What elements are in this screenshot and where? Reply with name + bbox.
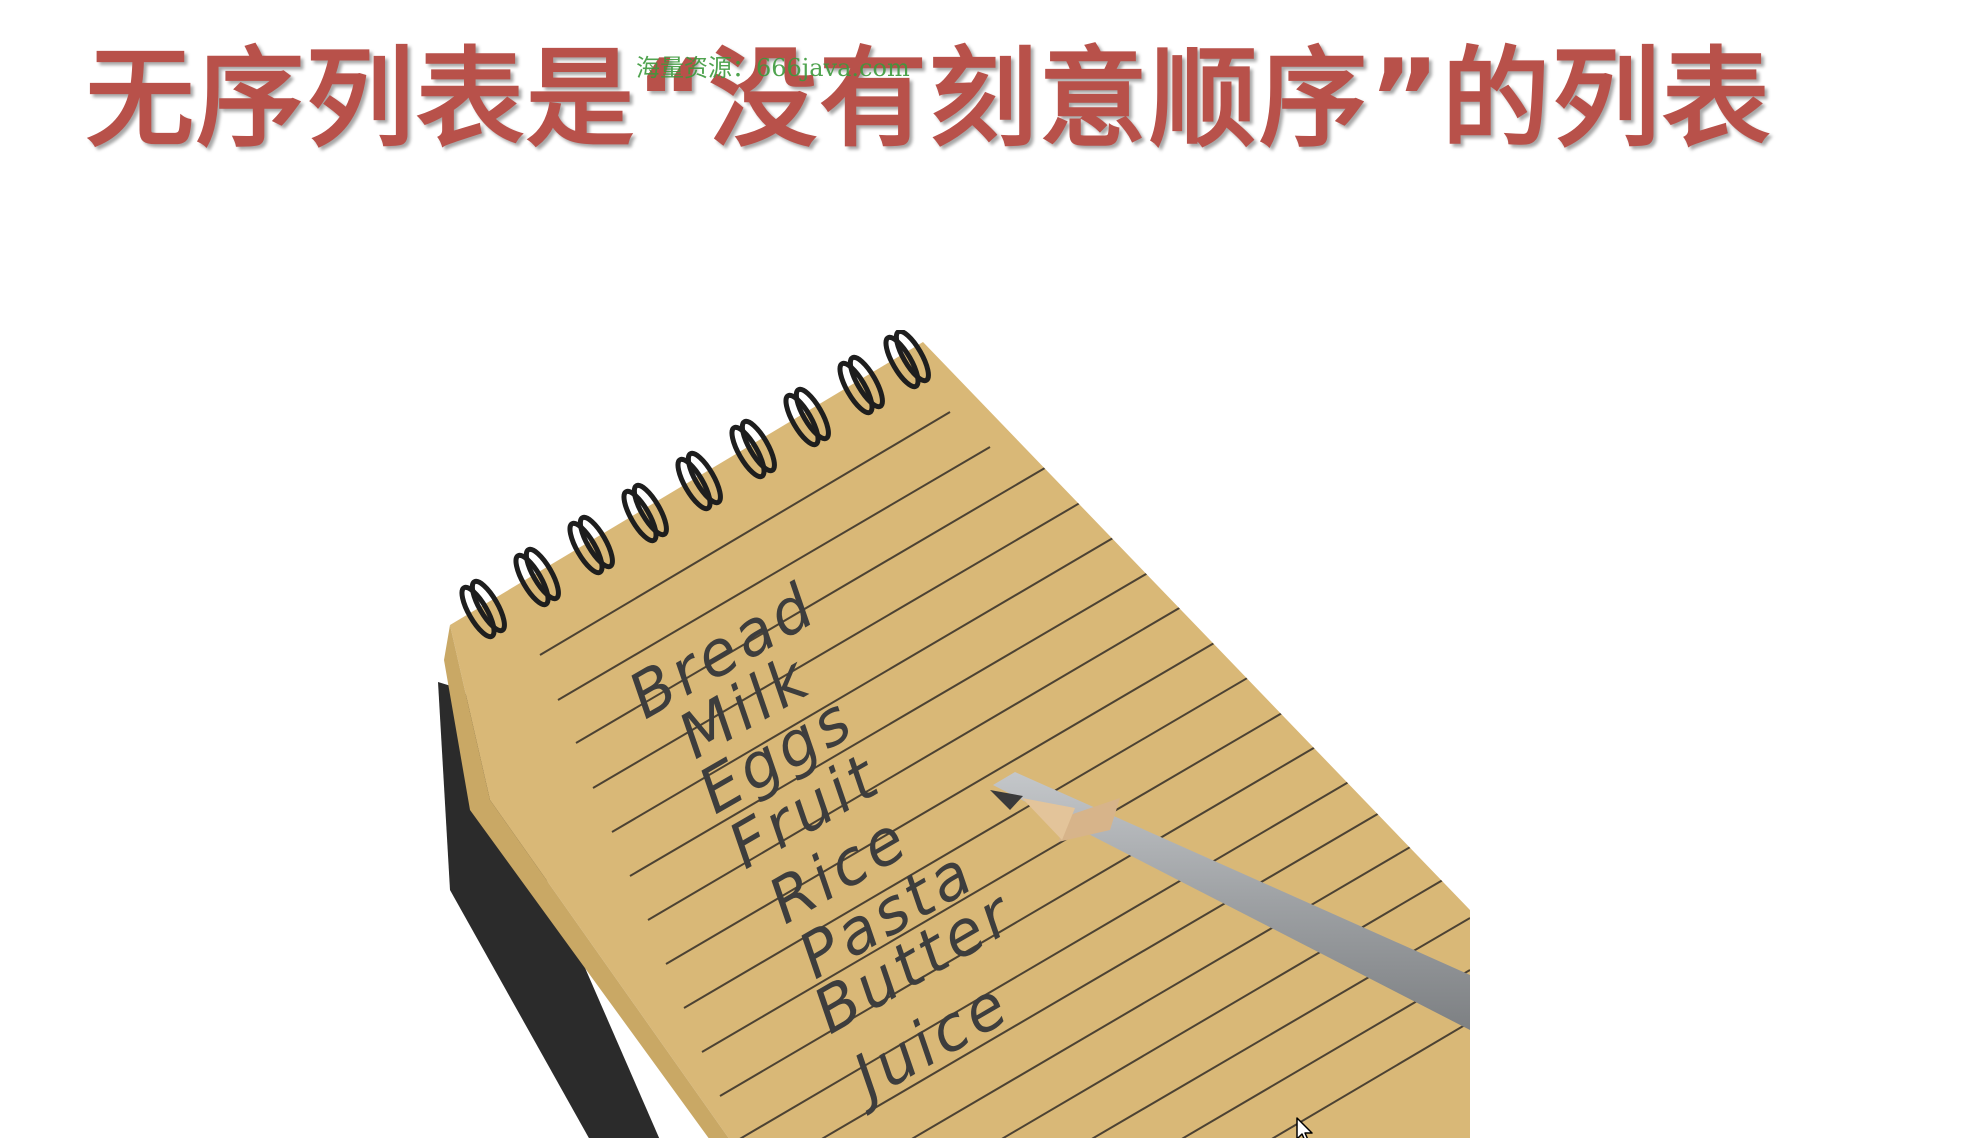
pencil	[990, 772, 1470, 1030]
spiral-ring	[729, 418, 777, 480]
notepad-ruled-lines	[539, 411, 1470, 1138]
notepad-photo: Bread Milk Eggs Fruit Rice Pasta Butter …	[438, 330, 1470, 1138]
spiral-binding	[459, 330, 931, 640]
spiral-ring	[837, 354, 885, 416]
spiral-ring	[567, 514, 615, 576]
watermark-text: 海量资源：666java.com	[636, 54, 910, 82]
mouse-pointer-icon	[1296, 1117, 1313, 1138]
spiral-ring	[883, 330, 931, 390]
spiral-ring	[783, 386, 831, 448]
spiral-ring	[621, 482, 669, 544]
slide-title: 无序列表是“没有刻意顺序”的列表	[86, 37, 1772, 162]
spiral-ring	[513, 546, 561, 608]
spiral-ring	[675, 450, 723, 512]
spiral-ring	[459, 578, 507, 640]
notepad-paper	[444, 342, 1470, 1138]
